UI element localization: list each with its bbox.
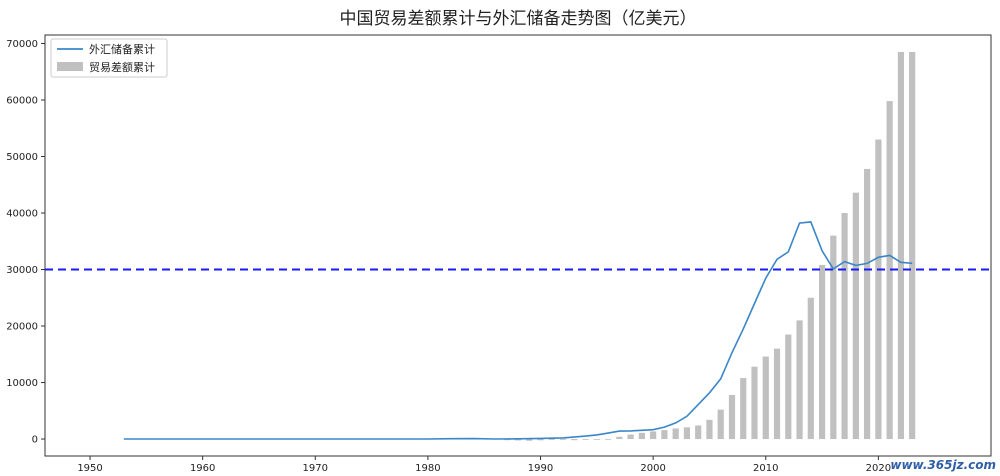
bar: [604, 438, 612, 440]
bar: [695, 425, 702, 440]
bar: [661, 430, 668, 440]
trade-balance-bars: [503, 51, 916, 441]
bar: [740, 378, 747, 440]
bar: [852, 192, 859, 440]
bar: [762, 356, 769, 440]
x-axis: 1950 1960 1970 1980 1990 2000 2010 2020: [77, 456, 891, 474]
y-tick-label: 70000: [6, 39, 38, 50]
legend-bar-swatch: [57, 62, 83, 71]
x-tick-label: 2020: [866, 463, 891, 474]
bar: [559, 439, 567, 440]
x-tick-label: 1970: [303, 463, 328, 474]
y-tick-label: 0: [32, 435, 38, 446]
bar: [818, 264, 826, 440]
y-tick-label: 20000: [6, 322, 38, 333]
legend-label-fx: 外汇储备累计: [89, 42, 155, 56]
bar: [672, 428, 679, 440]
bar: [751, 366, 758, 440]
bar: [514, 439, 522, 441]
x-tick-label: 1960: [190, 463, 215, 474]
bar: [638, 432, 645, 440]
watermark: www.365jz.com: [890, 458, 996, 472]
x-tick-label: 1990: [528, 463, 553, 474]
y-tick-label: 60000: [6, 95, 38, 106]
bar: [830, 235, 837, 440]
bar: [875, 139, 882, 440]
bar: [537, 439, 544, 441]
bar: [627, 434, 634, 440]
legend: 外汇储备累计 贸易差额累计: [50, 38, 168, 78]
bar: [683, 427, 691, 440]
legend-label-trade: 贸易差额累计: [89, 60, 155, 74]
fx-reserve-line: [123, 221, 913, 440]
bar: [728, 394, 736, 440]
chart-title: 中国贸易差额累计与外汇储备走势图（亿美元）: [340, 9, 697, 29]
y-tick-label: 40000: [6, 209, 38, 220]
bar: [897, 51, 905, 440]
y-tick-label: 10000: [6, 378, 38, 389]
bar: [650, 431, 657, 440]
bar: [717, 409, 724, 440]
bar: [785, 334, 792, 440]
bar: [571, 439, 578, 441]
bar: [864, 168, 871, 440]
plot-area: [44, 34, 992, 457]
y-tick-label: 50000: [6, 152, 38, 163]
bar: [909, 51, 916, 440]
bar: [807, 297, 814, 440]
y-axis: 0 10000 20000 30000 40000 50000 60000 70000: [6, 39, 45, 446]
x-tick-label: 1950: [77, 463, 102, 474]
bar: [886, 101, 893, 440]
bar: [773, 348, 781, 440]
bar: [706, 419, 713, 440]
bar: [548, 439, 555, 440]
bar: [593, 439, 600, 440]
bar: [526, 439, 533, 441]
bar: [582, 439, 589, 440]
y-tick-label: 30000: [6, 265, 38, 276]
bar: [616, 436, 623, 440]
x-tick-label: 2000: [640, 463, 665, 474]
bar: [841, 213, 848, 440]
x-tick-label: 1980: [415, 463, 440, 474]
bar: [796, 320, 803, 440]
x-tick-label: 2010: [753, 463, 778, 474]
